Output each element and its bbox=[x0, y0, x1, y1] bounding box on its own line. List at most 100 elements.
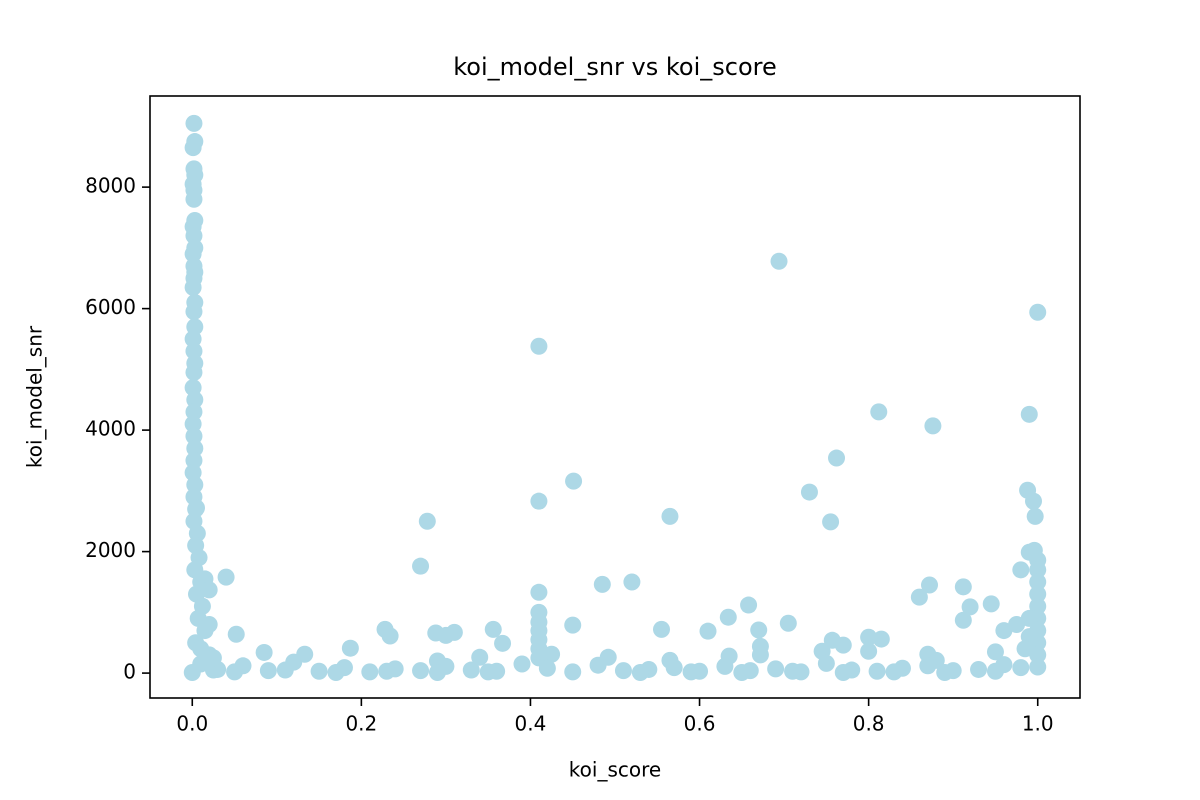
scatter-point bbox=[910, 588, 928, 606]
axes-frame bbox=[149, 95, 1081, 699]
scatter-point bbox=[200, 615, 218, 633]
scatter-point bbox=[185, 403, 203, 421]
scatter-point bbox=[860, 628, 878, 646]
scatter-point bbox=[428, 663, 446, 681]
scatter-point bbox=[217, 568, 235, 586]
scatter-point bbox=[1012, 659, 1030, 677]
scatter-point bbox=[412, 557, 430, 575]
y-tick-label: 2000 bbox=[85, 538, 136, 562]
scatter-point bbox=[1016, 640, 1034, 658]
scatter-point bbox=[513, 655, 531, 673]
scatter-point bbox=[784, 662, 802, 680]
scatter-point bbox=[341, 639, 359, 657]
y-tick-label: 4000 bbox=[85, 417, 136, 441]
scatter-point bbox=[1025, 492, 1042, 510]
scatter-point bbox=[200, 581, 218, 599]
scatter-point bbox=[1026, 507, 1044, 525]
scatter-point bbox=[186, 439, 204, 457]
scatter-point bbox=[188, 499, 205, 517]
scatter-point bbox=[564, 616, 582, 634]
x-tick-label: 0.4 bbox=[515, 712, 547, 736]
scatter-point bbox=[183, 663, 201, 681]
scatter-point bbox=[418, 512, 436, 530]
scatter-point bbox=[665, 659, 683, 677]
x-tick-label: 0.2 bbox=[345, 712, 377, 736]
scatter-point bbox=[699, 622, 717, 640]
scatter-point bbox=[186, 476, 204, 494]
scatter-point bbox=[327, 663, 345, 681]
scatter-point bbox=[185, 227, 203, 245]
y-tick-label: 8000 bbox=[85, 174, 136, 198]
scatter-point bbox=[1029, 646, 1047, 664]
scatter-point bbox=[185, 303, 203, 321]
scatter-point bbox=[565, 472, 583, 490]
scatter-point bbox=[750, 621, 768, 639]
scatter-point bbox=[800, 483, 818, 501]
scatter-point bbox=[484, 620, 502, 638]
scatter-point bbox=[186, 391, 204, 409]
scatter-point bbox=[184, 330, 202, 348]
scatter-point bbox=[185, 427, 203, 445]
scatter-point bbox=[614, 662, 632, 680]
scatter-point bbox=[538, 659, 556, 677]
scatter-point bbox=[767, 660, 785, 678]
scatter-point bbox=[834, 636, 852, 654]
scatter-point bbox=[564, 663, 582, 681]
x-axis-label: koi_score bbox=[569, 758, 661, 782]
scatter-point bbox=[1029, 573, 1047, 591]
scatter-point bbox=[530, 492, 548, 510]
scatter-point bbox=[381, 627, 399, 645]
scatter-point bbox=[361, 663, 379, 681]
scatter-point bbox=[623, 573, 641, 591]
scatter-point bbox=[872, 630, 890, 648]
x-tick-label: 0.6 bbox=[684, 712, 716, 736]
scatter-point bbox=[779, 614, 797, 632]
scatter-point bbox=[185, 190, 203, 208]
scatter-point bbox=[1020, 609, 1038, 627]
scatter-point bbox=[828, 449, 846, 467]
scatter-point bbox=[530, 583, 548, 601]
scatter-point bbox=[682, 663, 700, 681]
scatter-point bbox=[185, 451, 203, 469]
scatter-point bbox=[412, 662, 430, 680]
scatter-point bbox=[593, 575, 611, 593]
scatter-point bbox=[184, 139, 202, 157]
scatter-point bbox=[716, 657, 734, 675]
scatter-point bbox=[479, 663, 497, 681]
scatter-point bbox=[192, 640, 210, 658]
scatter-point bbox=[471, 648, 489, 666]
scatter-point bbox=[530, 337, 548, 355]
chart-title: koi_model_snr vs koi_score bbox=[453, 53, 777, 81]
scatter-point bbox=[259, 662, 277, 680]
scatter-point bbox=[631, 663, 649, 681]
scatter-point bbox=[1008, 615, 1026, 633]
scatter-point bbox=[924, 417, 942, 435]
scatter-point bbox=[184, 278, 202, 296]
scatter-point bbox=[1012, 561, 1030, 579]
scatter-point bbox=[954, 578, 972, 596]
scatter-point bbox=[494, 634, 512, 652]
scatter-point bbox=[970, 660, 988, 678]
scatter-point bbox=[986, 662, 1004, 680]
scatter-point bbox=[226, 663, 244, 681]
scatter-point bbox=[868, 662, 886, 680]
scatter-point bbox=[1029, 561, 1047, 579]
scatter-point bbox=[995, 622, 1013, 640]
scatter-point bbox=[227, 625, 245, 643]
x-tick-label: 0.8 bbox=[853, 712, 885, 736]
scatter-point bbox=[921, 576, 939, 594]
scatter-point bbox=[1020, 405, 1038, 423]
scatter-point bbox=[1029, 658, 1047, 676]
scatter-point bbox=[982, 595, 1000, 613]
scatter-point bbox=[822, 513, 840, 531]
y-axis-label: koi_model_snr bbox=[23, 325, 47, 468]
scatter-point bbox=[986, 643, 1004, 661]
scatter-point bbox=[185, 363, 203, 381]
scatter-point bbox=[733, 663, 751, 681]
scatter-point bbox=[589, 656, 607, 674]
scatter-point bbox=[870, 403, 888, 421]
scatter-point bbox=[653, 620, 670, 638]
scatter-point bbox=[437, 626, 455, 644]
